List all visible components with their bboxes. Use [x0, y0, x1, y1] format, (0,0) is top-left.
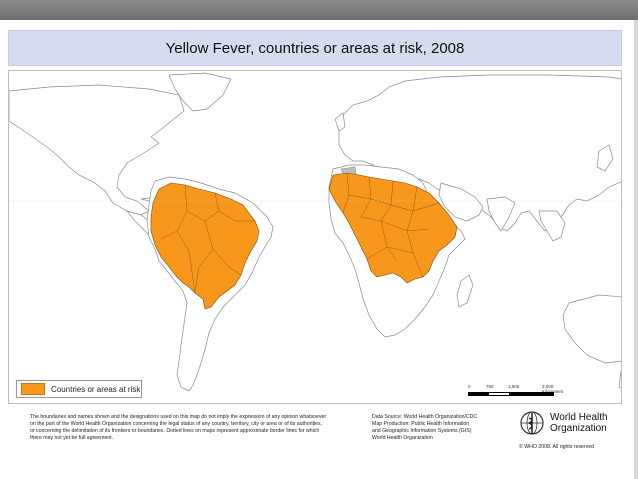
disclaimer-line: on the part of the World Health Organiza…	[30, 421, 323, 427]
map-title-bar: Yellow Fever, countries or areas at risk…	[8, 30, 622, 66]
risk-area-south-america	[150, 182, 260, 310]
scale-label-1500: 1,500	[508, 384, 520, 389]
new-zealand	[618, 370, 621, 389]
australia	[562, 294, 621, 364]
data-source-text: Data Source: World Health Organization/C…	[372, 414, 512, 442]
scale-label-750: 750	[486, 384, 494, 389]
scale-bar: 0 750 1,500 3,000 Kilometers	[468, 384, 572, 398]
map-title: Yellow Fever, countries or areas at risk…	[165, 39, 465, 57]
window-top-band	[0, 0, 638, 20]
window-right-edge	[634, 20, 638, 479]
map-legend: Countries or areas at risk	[16, 380, 142, 398]
disclaimer-line: The boundaries and names shown and the d…	[30, 414, 327, 420]
greenland	[168, 72, 232, 112]
legend-swatch-risk	[21, 383, 45, 395]
scale-label-0: 0	[468, 384, 471, 389]
who-emblem-icon	[520, 411, 544, 435]
who-name-line1: World Health	[550, 412, 608, 423]
madagascar	[456, 274, 474, 308]
data-source-line: and Geographic Information Systems (GIS)	[372, 428, 472, 434]
who-name: World Health Organization	[550, 412, 608, 434]
scale-label-3000: 3,000 Kilometers	[542, 384, 563, 394]
southeast-asia	[538, 210, 566, 242]
disclaimer-line: or concerning the delimitation of its fr…	[30, 428, 320, 434]
map-frame	[8, 70, 622, 404]
legend-label: Countries or areas at risk	[51, 384, 141, 394]
uk	[334, 112, 346, 132]
disclaimer-line: there may not yet be full agreement.	[30, 435, 114, 441]
north-america-landmass	[9, 84, 185, 216]
copyright-text: © WHO 2008. All rights reserved	[519, 444, 595, 450]
data-source-line: World Health Organization	[372, 435, 433, 441]
who-name-line2: Organization	[550, 423, 607, 434]
risk-area-africa	[328, 172, 458, 284]
world-map	[9, 72, 621, 392]
data-source-line: Data Source: World Health Organization/C…	[372, 414, 478, 420]
data-source-line: Map Production: Public Health Informatio…	[372, 421, 470, 427]
india	[486, 196, 516, 232]
disclaimer-text: The boundaries and names shown and the d…	[30, 414, 350, 442]
japan	[596, 144, 614, 172]
